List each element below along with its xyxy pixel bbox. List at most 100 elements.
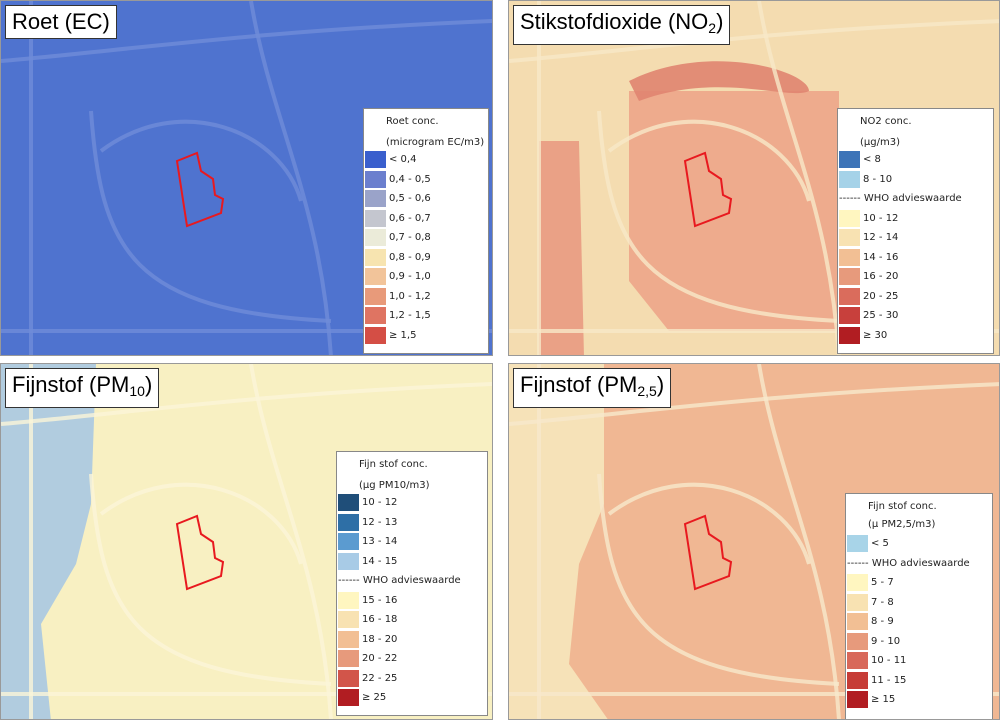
legend-label: ≥ 25: [362, 692, 387, 703]
legend-swatch: [338, 591, 359, 609]
panel-title: Fijnstof (PM10): [5, 368, 160, 408]
road: [509, 382, 999, 426]
legend-row: < 0,4: [364, 150, 488, 169]
legend-label: 0,7 - 0,8: [389, 232, 431, 243]
concentration-zone: [629, 91, 839, 331]
legend-label: 14 - 15: [362, 555, 398, 567]
legend-swatch: [365, 151, 386, 168]
legend-row: < 5: [846, 534, 992, 553]
legend-note: ------ WHO advieswaarde: [839, 193, 962, 204]
legend-label: 16 - 20: [863, 271, 899, 282]
legend-row: 13 - 14: [337, 532, 487, 551]
study-area-outline: [683, 514, 733, 591]
legend-row: 15 - 16: [337, 591, 487, 610]
study-area-outline: [683, 151, 733, 228]
road: [249, 364, 333, 719]
legend-row: 8 - 9: [846, 612, 992, 631]
legend-swatch: [338, 513, 359, 531]
legend-swatch: [365, 268, 386, 285]
legend-row: ------ WHO advieswaarde: [838, 189, 993, 208]
legend-row: 16 - 18: [337, 610, 487, 629]
concentration-zone: [629, 61, 809, 101]
legend-label: 25 - 30: [863, 310, 899, 321]
legend-swatch: [365, 287, 386, 305]
legend-row: 12 - 13: [337, 513, 487, 532]
legend-swatch: [338, 650, 359, 667]
legend-swatch: [365, 326, 386, 344]
legend-label: 8 - 10: [863, 173, 893, 185]
legend-row: ≥ 15: [846, 690, 992, 709]
legend-swatch: [847, 632, 868, 650]
legend-row: 14 - 16: [838, 248, 993, 267]
legend-label: 11 - 15: [871, 674, 907, 686]
legend-row: 0,9 - 1,0: [364, 267, 488, 286]
road: [99, 119, 303, 202]
legend-swatch: [365, 229, 386, 246]
road: [249, 1, 333, 355]
legend-label: 10 - 12: [362, 497, 398, 508]
legend: Fijn stof conc. (µ PM2,5/m3) < 5 ------ WHO…: [845, 493, 993, 719]
legend-row: 18 - 20: [337, 630, 487, 649]
legend-label: 18 - 20: [362, 633, 398, 645]
legend-label: 12 - 13: [362, 516, 398, 528]
legend-swatch: [338, 669, 359, 687]
road: [1, 382, 492, 426]
map-panel: Fijnstof (PM10) Fijn stof conc. (µg PM10/m…: [0, 363, 493, 720]
concentration-zone: [1, 364, 96, 719]
legend-swatch: [839, 209, 860, 227]
legend-label: < 8: [863, 154, 881, 165]
legend-swatch: [338, 630, 359, 648]
legend-row: ------ WHO advieswaarde: [846, 554, 992, 573]
legend-row: 11 - 15: [846, 671, 992, 690]
title-text: ): [716, 9, 724, 34]
legend-swatch: [338, 552, 359, 570]
legend: NO2 conc. (µg/m3) < 8 8 - 10 ------ WHO advi…: [837, 108, 994, 354]
legend-row: 10 - 12: [838, 209, 993, 228]
legend-title: NO2 conc.: [860, 116, 912, 127]
legend-label: ≥ 15: [871, 694, 896, 705]
legend-swatch: [839, 307, 860, 324]
legend-label: 20 - 22: [362, 653, 398, 664]
legend-row: ≥ 30: [838, 326, 993, 345]
legend-row: ≥ 1,5: [364, 326, 488, 345]
legend-label: 12 - 14: [863, 232, 899, 243]
legend-title: Fijn stof conc.: [359, 459, 428, 470]
title-subscript: 10: [129, 383, 145, 399]
panel-title: Roet (EC): [5, 5, 117, 39]
legend-units: (µg/m3): [860, 137, 900, 148]
legend-label: 14 - 16: [863, 251, 899, 263]
legend-row: 25 - 30: [838, 306, 993, 325]
legend-row: 1,2 - 1,5: [364, 306, 488, 325]
legend-swatch: [847, 613, 868, 630]
legend-swatch: [847, 574, 868, 591]
legend-row: 14 - 15: [337, 552, 487, 571]
legend-swatch: [365, 190, 386, 207]
legend-label: 13 - 14: [362, 536, 398, 547]
panel-title: Fijnstof (PM2,5): [513, 368, 672, 408]
title-text: Stikstofdioxide (NO: [520, 9, 709, 34]
legend-swatch: [365, 248, 386, 266]
legend-row: 22 - 25: [337, 669, 487, 688]
legend-row: 9 - 10: [846, 632, 992, 651]
road: [607, 119, 811, 202]
legend-swatch: [847, 535, 868, 552]
legend-swatch: [839, 170, 860, 188]
legend-label: ≥ 30: [863, 329, 888, 341]
title-text: ): [656, 372, 665, 397]
road: [99, 482, 303, 565]
road: [757, 1, 841, 355]
legend-row: 0,5 - 0,6: [364, 189, 488, 208]
legend-swatch: [365, 307, 386, 324]
title-subscript: 2: [708, 20, 717, 36]
legend-label: 0,9 - 1,0: [389, 271, 431, 282]
legend-label: 8 - 9: [871, 616, 894, 627]
legend-swatch: [839, 268, 860, 285]
legend-units: (µg PM10/m3): [359, 480, 430, 491]
legend-label: 22 - 25: [362, 672, 398, 684]
legend: Roet conc. (microgram EC/m3) < 0,4 0,4 - 0,…: [363, 108, 489, 354]
legend-swatch: [847, 691, 868, 708]
road: [757, 364, 841, 719]
legend-note: ------ WHO advieswaarde: [338, 575, 461, 586]
panel-title: Stikstofdioxide (NO2): [513, 5, 731, 45]
road: [89, 110, 332, 323]
